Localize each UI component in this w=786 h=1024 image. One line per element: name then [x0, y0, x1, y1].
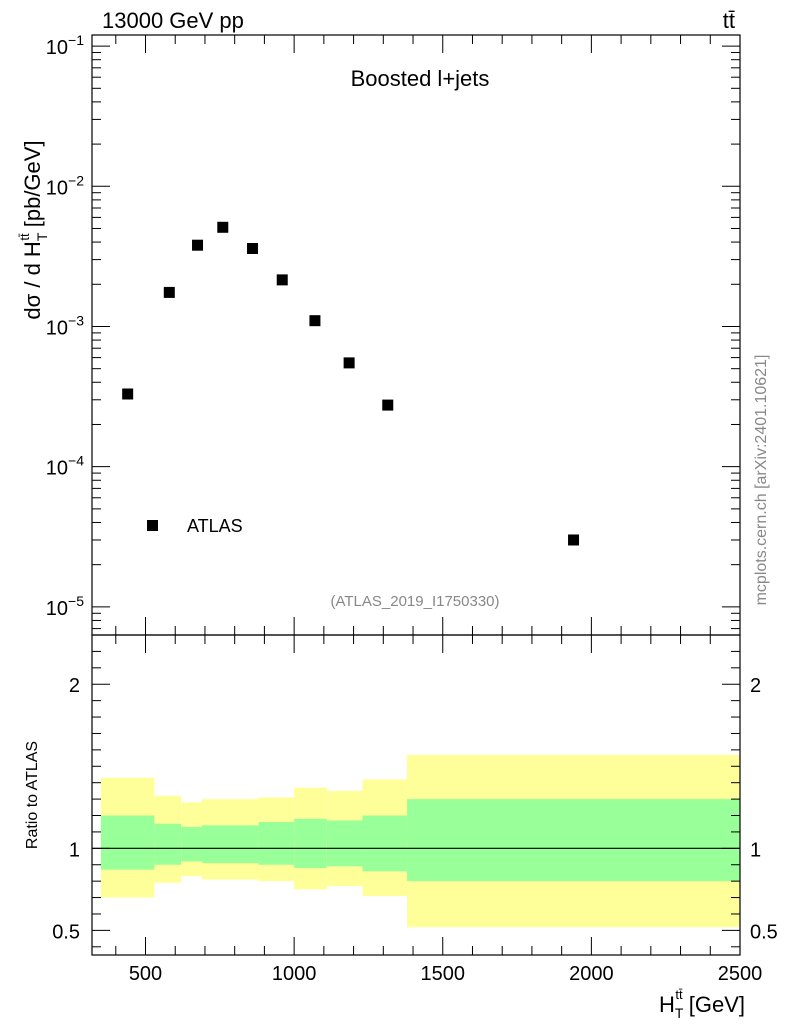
main-y-tick-label: 10−4: [46, 453, 84, 480]
main-y-axis-title-unit: [pb/GeV]: [20, 140, 45, 233]
legend-label-atlas: ATLAS: [187, 516, 243, 536]
main-y-axis-title: dσ / d HTtt̄ [pb/GeV]: [17, 140, 50, 319]
ratio-inner-band-4: [258, 822, 295, 865]
ratio-inner-band-6: [326, 820, 363, 867]
ratio-inner-band-5: [294, 818, 327, 869]
ratio-y-tick-label-left: 0.5: [52, 921, 80, 943]
main-y-axis-title-main: dσ / d H: [20, 241, 45, 319]
x-axis-title-sup: tt̄: [675, 987, 683, 1002]
x-axis-title-unit: [GeV]: [683, 992, 745, 1017]
main-panel: 10−1 10−2 10−3 10−4 10−5 Boosted l+jets (ATL…: [17, 32, 741, 636]
data-point-atlas: [247, 242, 259, 254]
data-point-atlas: [309, 315, 321, 327]
ratio-inner-band-2: [181, 827, 202, 862]
x-axis-title-main: H: [659, 992, 675, 1017]
main-y-tick-label: 10−2: [46, 172, 84, 199]
x-tick-label: 2500: [718, 963, 763, 985]
data-point-atlas: [217, 221, 229, 233]
x-tick-label: 2000: [569, 963, 614, 985]
data-point-atlas: [343, 357, 355, 369]
main-panel-frame: [91, 34, 741, 636]
ratio-y-tick-label-right: 2: [750, 675, 761, 697]
process-label: tt̄: [723, 8, 735, 33]
data-point-atlas: [122, 388, 134, 400]
x-tick-label: 1500: [421, 963, 466, 985]
ratio-inner-band-3: [201, 825, 259, 864]
data-point-atlas: [163, 286, 175, 298]
x-axis-title-sub: T: [675, 1005, 684, 1021]
collision-energy-label: 13000 GeV pp: [102, 8, 244, 33]
data-point-atlas: [192, 239, 204, 251]
data-point-atlas: [382, 399, 394, 411]
main-y-axis-title-sub: T: [34, 232, 50, 241]
data-point-atlas: [568, 534, 580, 546]
ratio-panel: 500 1000 1500 2000 2500 0.5 0.5 1 1 2 2 Ratio to A…: [24, 634, 778, 1021]
x-tick-label: 500: [129, 963, 162, 985]
ratio-panel-frame: [91, 634, 741, 956]
ratio-inner-band-8: [407, 799, 740, 882]
main-y-tick-label: 10−3: [46, 312, 84, 339]
ratio-inner-band-1: [154, 823, 182, 865]
ratio-inner-band-7: [362, 815, 408, 872]
x-axis-title: HTtt̄ [GeV]: [659, 987, 745, 1021]
main-y-tick-label: 10−1: [46, 32, 84, 59]
ratio-y-axis-title: Ratio to ATLAS: [24, 741, 41, 849]
main-plot-title: Boosted l+jets: [351, 66, 490, 91]
source-side-label: mcplots.cern.ch [arXiv:2401.10621]: [753, 355, 770, 606]
ratio-y-tick-label-left: 1: [69, 839, 80, 861]
main-y-tick-label: 10−5: [46, 593, 84, 620]
analysis-label: (ATLAS_2019_I1750330): [330, 593, 499, 610]
data-point-atlas: [276, 274, 288, 286]
ratio-y-tick-label-right: 0.5: [750, 921, 778, 943]
legend-marker-atlas: [147, 520, 158, 531]
ratio-y-tick-label-right: 1: [750, 839, 761, 861]
main-y-axis-title-sup: tt̄: [17, 233, 32, 241]
ratio-y-tick-label-left: 2: [69, 675, 80, 697]
x-tick-label: 1000: [272, 963, 317, 985]
ratio-inner-band-0: [100, 815, 155, 870]
